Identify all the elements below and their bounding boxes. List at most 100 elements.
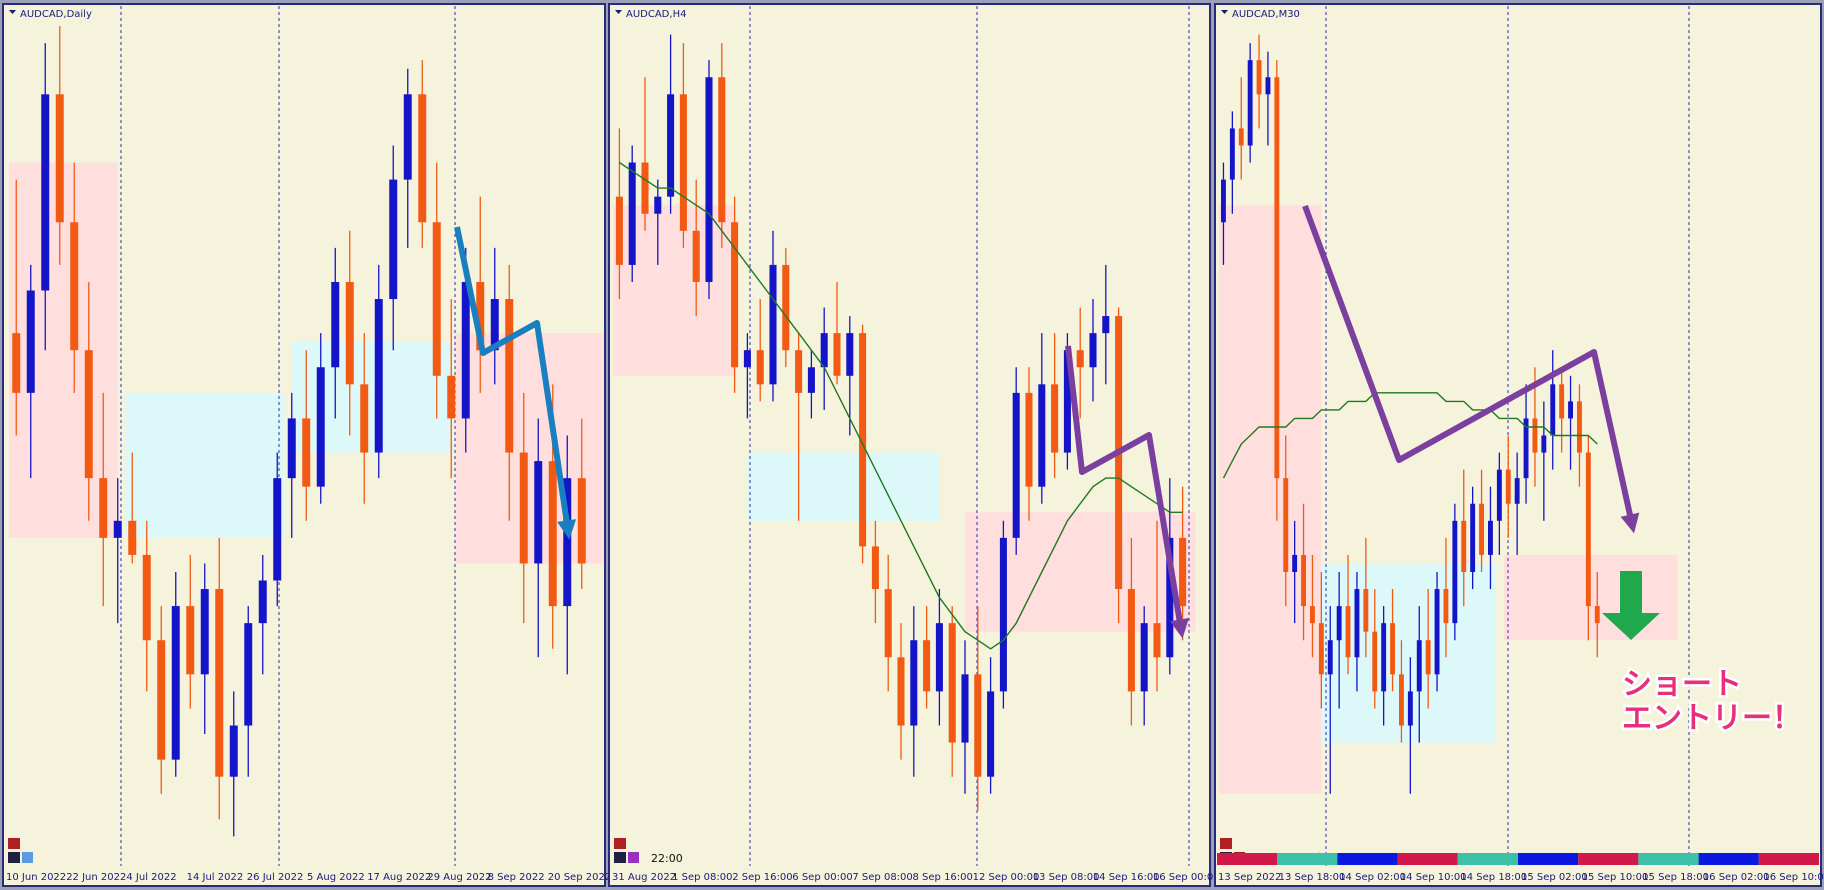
title-icon xyxy=(615,10,622,14)
panel-icon[interactable] xyxy=(8,838,20,849)
candle-body xyxy=(999,537,1007,692)
candle-body xyxy=(884,589,892,658)
candle-body xyxy=(1550,384,1556,436)
candle-body xyxy=(273,478,282,581)
candle-body xyxy=(171,606,180,760)
chart-title: AUDCAD,H4 xyxy=(626,9,686,20)
chart-title: AUDCAD,M30 xyxy=(1232,9,1300,20)
candle-body xyxy=(331,281,340,368)
candle-body xyxy=(1390,623,1395,675)
candle-body xyxy=(1063,350,1071,453)
candle-body xyxy=(1532,418,1538,453)
candle-body xyxy=(1153,623,1161,658)
candle-body xyxy=(1238,128,1244,146)
candle-body xyxy=(1399,674,1404,726)
candle-body xyxy=(1221,179,1226,223)
candle-body xyxy=(563,478,572,607)
candle-body xyxy=(1452,520,1458,624)
candle-body xyxy=(1443,589,1449,624)
panel-icon[interactable] xyxy=(614,838,626,849)
candle-body xyxy=(897,657,905,726)
x-tick-label: 14 Jul 2022 xyxy=(187,872,244,883)
annotation-line: ショート xyxy=(1622,667,1742,702)
candle-body xyxy=(1496,469,1502,521)
candle-body xyxy=(679,94,687,231)
panel-icon[interactable] xyxy=(614,852,626,863)
candle-body xyxy=(1179,537,1187,607)
candle-body xyxy=(1318,623,1324,675)
candle-body xyxy=(447,375,456,419)
candle-body xyxy=(505,299,514,453)
candle-body xyxy=(1012,392,1020,538)
x-tick-label: 14 Sep 02:00 xyxy=(1339,872,1406,883)
candle-body xyxy=(1025,392,1033,487)
entry-arrow xyxy=(1602,571,1660,640)
candle-body xyxy=(1038,384,1046,487)
candle-body xyxy=(718,77,726,223)
panel-icon[interactable] xyxy=(1220,838,1232,849)
zone xyxy=(125,392,285,538)
panel-icon[interactable] xyxy=(8,852,20,863)
x-tick-label: 15 Sep 18:00 xyxy=(1642,872,1709,883)
candle-body xyxy=(1310,606,1315,624)
candle-body xyxy=(215,589,224,777)
session-bar xyxy=(1638,853,1699,865)
candle-body xyxy=(871,546,879,590)
candle-body xyxy=(615,196,623,265)
candle-body xyxy=(316,367,325,487)
candle-body xyxy=(403,94,412,180)
candle-body xyxy=(1274,77,1280,479)
candle-body xyxy=(1336,606,1342,641)
candle-body xyxy=(1381,623,1387,692)
candle-body xyxy=(1363,589,1369,632)
candle-body xyxy=(1577,401,1582,453)
x-tick-label: 14 Sep 10:00 xyxy=(1400,872,1467,883)
candle-body xyxy=(490,299,499,351)
candle-body xyxy=(769,264,777,385)
session-bar xyxy=(1457,853,1518,865)
x-tick-label: 8 Sep 16:00 xyxy=(913,872,973,883)
candle-body xyxy=(705,77,713,282)
panel-icon[interactable] xyxy=(628,852,639,863)
candle-body xyxy=(1345,606,1351,658)
candle-body xyxy=(244,623,253,726)
annotation-line: エントリー！ xyxy=(1622,701,1802,736)
annotation: ショート エントリー！ xyxy=(1620,665,1805,739)
candle-body xyxy=(1283,478,1289,572)
session-bar xyxy=(1698,853,1759,865)
candle-body xyxy=(1425,640,1431,675)
candle-body xyxy=(782,264,790,351)
zone xyxy=(291,341,452,453)
candle-body xyxy=(756,350,764,385)
x-tick-label: 12 Sep 00:00 xyxy=(973,872,1040,883)
session-bar xyxy=(1217,853,1278,865)
candle-body xyxy=(1265,77,1271,95)
trend-arrow xyxy=(1065,345,1189,639)
candle-body xyxy=(1434,589,1440,675)
candle-body xyxy=(1051,384,1059,453)
candle-body xyxy=(577,478,586,564)
panels: AUDCAD,Daily 10 Jun 2022 22 Jun 2022 4 Jul … xyxy=(2,3,1824,887)
x-tick-label: 16 Sep 10:00 xyxy=(1763,872,1824,883)
candle-body xyxy=(70,222,79,351)
candle-body xyxy=(1256,60,1262,95)
candle-body xyxy=(374,299,383,453)
candle-body xyxy=(157,640,166,760)
zone xyxy=(747,452,940,521)
candle-body xyxy=(534,461,543,564)
candle-body xyxy=(1523,418,1529,479)
candle-body xyxy=(846,333,854,376)
candle-body xyxy=(1102,316,1110,334)
session-bar xyxy=(1277,853,1338,865)
candle-body xyxy=(692,230,700,282)
candle-body xyxy=(935,623,943,692)
trend-arrow xyxy=(1302,204,1640,534)
zone xyxy=(965,512,1196,632)
candle-body xyxy=(807,367,815,393)
candle-body xyxy=(229,725,238,777)
candle-body xyxy=(654,196,662,214)
x-tick-label: 13 Sep 08:00 xyxy=(1033,872,1100,883)
panel-icon[interactable] xyxy=(22,852,33,863)
candle-body xyxy=(461,281,470,419)
